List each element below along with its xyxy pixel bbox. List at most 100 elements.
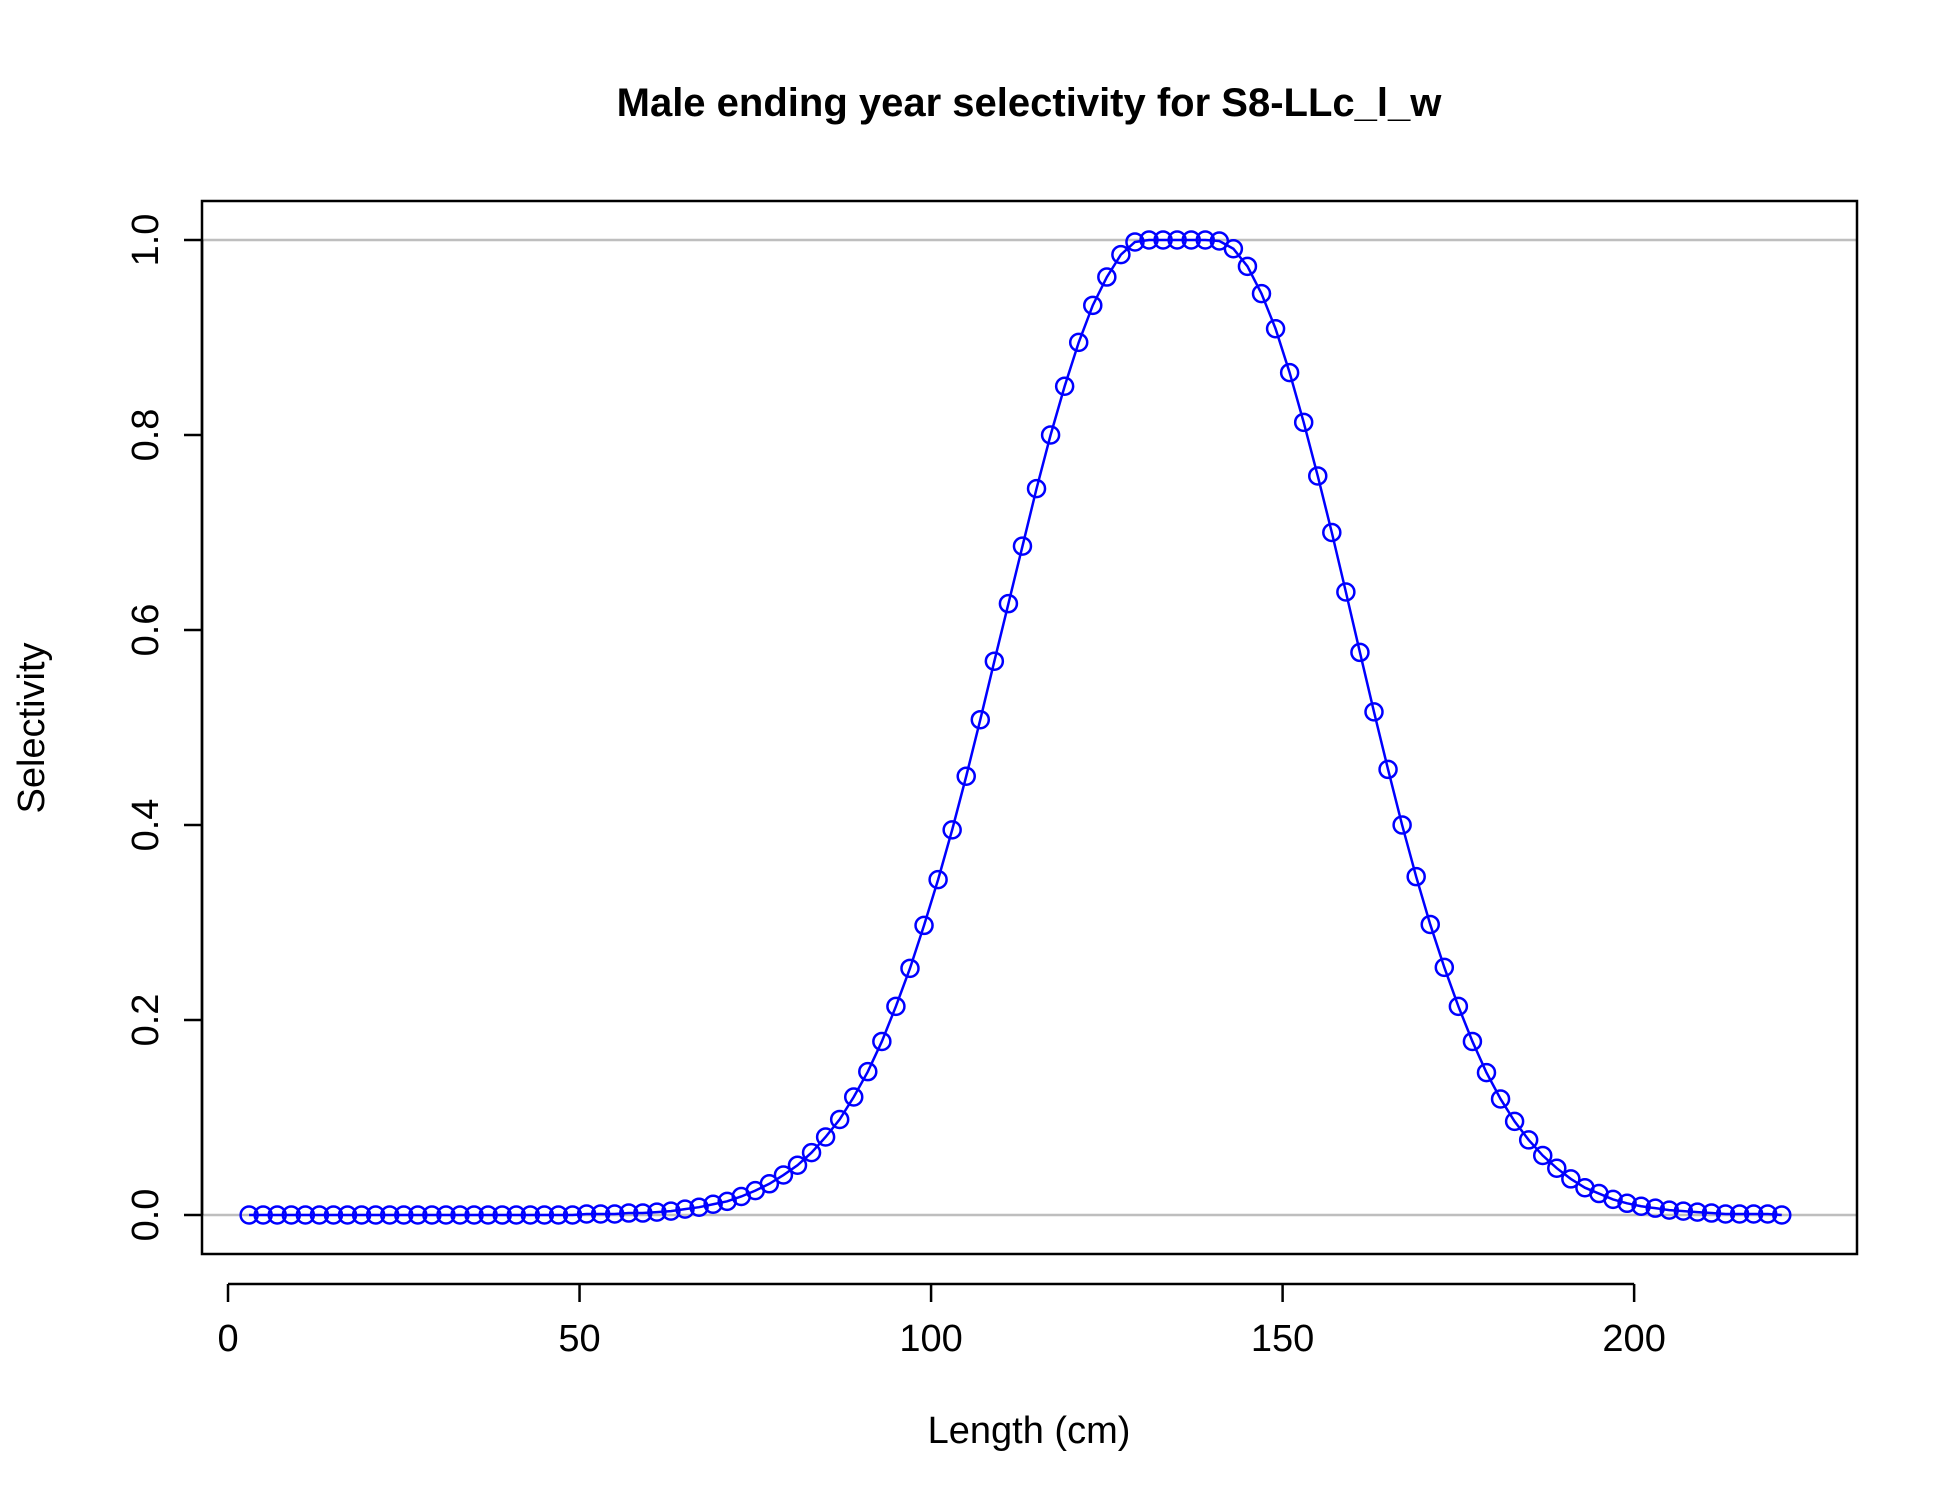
data-point bbox=[1561, 1169, 1581, 1189]
data-point bbox=[1223, 239, 1244, 259]
y-tick-label: 0.6 bbox=[125, 604, 167, 657]
data-point bbox=[422, 1205, 442, 1225]
data-point bbox=[534, 1205, 555, 1225]
data-point bbox=[886, 996, 906, 1017]
data-point bbox=[914, 915, 934, 936]
plot-frame bbox=[200, 199, 1859, 1256]
data-point bbox=[689, 1197, 709, 1217]
data-point bbox=[464, 1205, 484, 1225]
data-point bbox=[1504, 1111, 1525, 1132]
data-point bbox=[984, 651, 1005, 671]
data-point bbox=[576, 1204, 597, 1224]
data-point bbox=[520, 1205, 541, 1225]
data-point bbox=[1054, 376, 1075, 396]
data-point bbox=[337, 1205, 358, 1225]
data-point bbox=[239, 1205, 259, 1225]
y-tick-label: 1.0 bbox=[125, 214, 167, 267]
data-point bbox=[1237, 256, 1258, 277]
series-layer bbox=[239, 230, 1792, 1225]
data-point bbox=[548, 1205, 569, 1225]
data-point bbox=[1476, 1062, 1497, 1083]
data-point bbox=[1673, 1201, 1694, 1221]
data-point bbox=[1378, 759, 1398, 780]
data-point bbox=[1012, 536, 1033, 556]
data-point bbox=[1448, 996, 1469, 1017]
data-point bbox=[379, 1205, 400, 1225]
data-point bbox=[956, 766, 976, 786]
data-point bbox=[1167, 230, 1187, 250]
data-point bbox=[1757, 1204, 1778, 1224]
y-tick-label: 0.8 bbox=[125, 409, 167, 462]
data-point bbox=[619, 1203, 639, 1223]
y-tick-label: 0.4 bbox=[125, 799, 167, 852]
data-point bbox=[281, 1205, 302, 1225]
data-point bbox=[858, 1061, 878, 1082]
x-tick-label: 50 bbox=[558, 1318, 600, 1360]
data-point bbox=[1645, 1198, 1665, 1218]
data-point bbox=[1743, 1204, 1764, 1224]
x-axis-label: Length (cm) bbox=[928, 1410, 1131, 1452]
data-point bbox=[365, 1205, 386, 1225]
data-point bbox=[675, 1199, 695, 1219]
data-point bbox=[1729, 1204, 1750, 1224]
data-point bbox=[1617, 1193, 1637, 1214]
data-point bbox=[1251, 283, 1272, 304]
data-point bbox=[773, 1165, 794, 1185]
data-point bbox=[1392, 815, 1412, 835]
data-point bbox=[450, 1205, 470, 1225]
data-point bbox=[1068, 332, 1089, 353]
data-point bbox=[309, 1205, 330, 1225]
data-point bbox=[872, 1031, 892, 1052]
data-point bbox=[703, 1194, 723, 1215]
data-point bbox=[1322, 522, 1342, 543]
data-point bbox=[295, 1205, 316, 1225]
data-point bbox=[1715, 1204, 1736, 1224]
x-tick-label: 200 bbox=[1602, 1318, 1665, 1360]
data-point bbox=[1462, 1031, 1483, 1052]
data-point bbox=[1350, 642, 1370, 663]
data-point bbox=[1181, 230, 1201, 250]
data-point bbox=[633, 1203, 653, 1223]
data-point bbox=[590, 1204, 611, 1224]
series-line bbox=[249, 238, 1782, 1217]
data-point bbox=[759, 1174, 780, 1194]
data-point bbox=[1279, 362, 1300, 383]
data-point bbox=[1040, 425, 1061, 445]
data-point bbox=[323, 1205, 344, 1225]
data-point bbox=[1659, 1200, 1680, 1220]
axes: 0 50 100 150 200 0.0 0.2 0.4 0.6 0.8 1.0 bbox=[125, 214, 1666, 1360]
data-point bbox=[478, 1205, 498, 1225]
data-point bbox=[492, 1205, 512, 1225]
data-point bbox=[506, 1205, 527, 1225]
chart-title: Male ending year selectivity for S8-LLc_… bbox=[617, 81, 1443, 125]
data-point bbox=[647, 1202, 667, 1222]
data-point bbox=[1364, 702, 1384, 722]
y-tick-label: 0.2 bbox=[125, 994, 167, 1047]
data-point bbox=[1701, 1203, 1722, 1223]
data-point bbox=[1406, 866, 1426, 887]
data-point bbox=[1083, 295, 1103, 316]
data-point bbox=[436, 1205, 456, 1225]
y-tick-label: 0.0 bbox=[125, 1189, 167, 1242]
data-point bbox=[253, 1205, 273, 1225]
x-tick-label: 100 bbox=[899, 1318, 962, 1360]
x-tick-label: 0 bbox=[217, 1318, 238, 1360]
data-point bbox=[267, 1205, 287, 1225]
data-point bbox=[661, 1201, 681, 1221]
data-point bbox=[1195, 230, 1216, 250]
data-point bbox=[1153, 230, 1173, 250]
data-point bbox=[1631, 1196, 1651, 1216]
data-point bbox=[1420, 914, 1440, 935]
data-point bbox=[1687, 1202, 1708, 1222]
data-point bbox=[970, 709, 991, 730]
data-point bbox=[394, 1205, 414, 1225]
data-point bbox=[1603, 1189, 1623, 1210]
data-point bbox=[1336, 582, 1356, 602]
data-point bbox=[815, 1127, 836, 1147]
data-point bbox=[1111, 244, 1131, 265]
data-point bbox=[1097, 267, 1117, 287]
data-point bbox=[1293, 412, 1314, 433]
data-point bbox=[351, 1205, 372, 1225]
data-point bbox=[1532, 1145, 1553, 1166]
data-point bbox=[1434, 957, 1455, 978]
